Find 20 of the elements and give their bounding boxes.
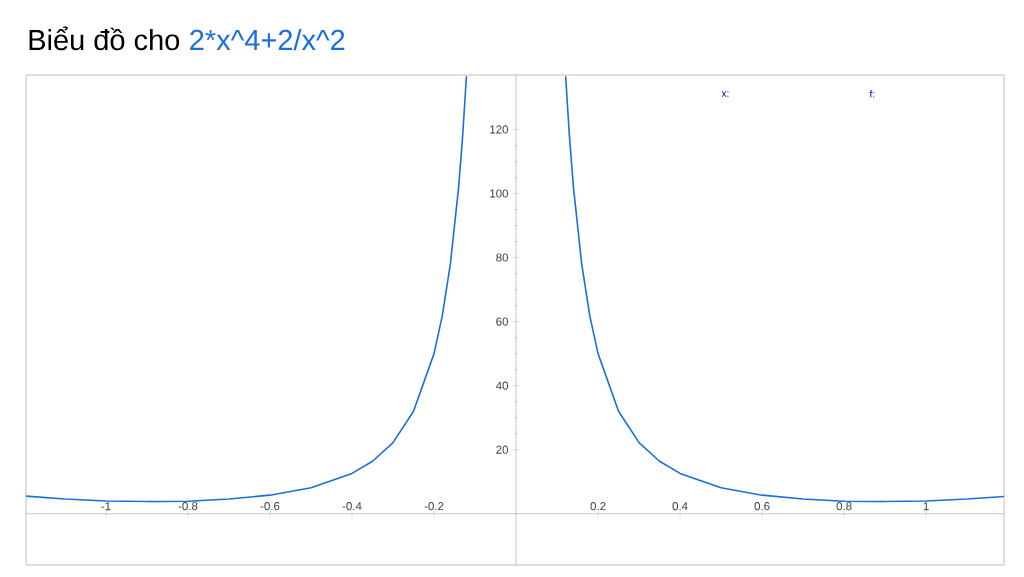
x-tick-label: -0.2 [424, 502, 444, 511]
y-tick-label: 120 [490, 125, 509, 134]
annotation: f: [869, 90, 875, 98]
x-tick-label: -0.8 [178, 502, 198, 511]
x-tick-label: -0.6 [260, 502, 280, 511]
x-tick-label: -0.4 [342, 502, 362, 511]
y-tick-label: 40 [495, 381, 509, 390]
x-tick-label: -1 [101, 502, 111, 511]
x-tick-label: 0.8 [836, 502, 852, 511]
y-tick-label: 20 [496, 445, 509, 454]
y-tick-label: 100 [490, 189, 509, 198]
annotation: x: [721, 91, 729, 97]
chart-subtitle: 2*x^4+2/x^2 [190, 28, 345, 51]
y-tick-label: 60 [496, 317, 509, 326]
x-tick-label: 1 [923, 502, 929, 511]
x-tick-label: 0.4 [672, 502, 688, 511]
chart-title: Biểu đồ cho [29, 26, 180, 51]
y-tick-label: 80 [496, 253, 509, 262]
x-tick-label: 0.2 [590, 502, 606, 511]
x-tick-label: 0.6 [754, 502, 770, 511]
